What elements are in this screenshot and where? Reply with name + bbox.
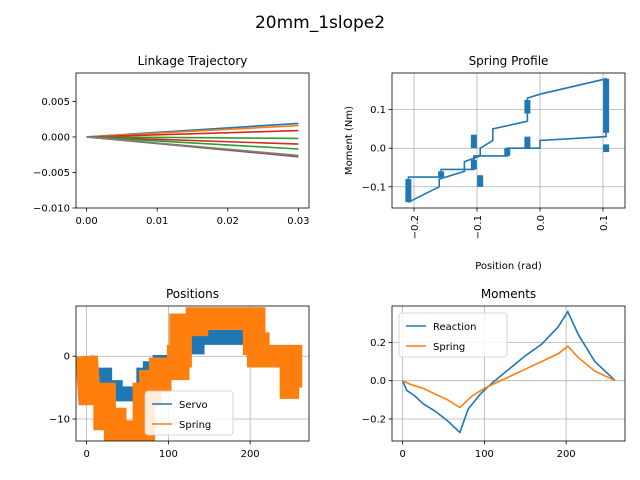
moments-ytick-label-1: 0.0: [370, 376, 386, 387]
positions-legend-label-1: Spring: [179, 420, 211, 431]
moments-ytick-label-0: −0.2: [362, 414, 386, 425]
positions-frame: [75, 305, 310, 442]
positions-xtick-label-1: 100: [159, 449, 178, 460]
linkage-xtick-label-0: 0.00: [75, 216, 97, 227]
positions-ytick-label-0: −10: [49, 415, 70, 426]
linkage-xtick-label-1: 0.01: [146, 216, 168, 227]
spring-xtick-label-1: −0.1: [473, 215, 484, 239]
positions-legend-label-0: Servo: [179, 400, 208, 411]
moments-xtick-label-0: 0: [399, 449, 405, 460]
linkage-ytick-label-2: 0.000: [41, 132, 70, 143]
positions-plot-area: [76, 307, 303, 441]
linkage-frame: [75, 72, 310, 209]
positions-legend: Servo Spring: [144, 390, 234, 436]
spring-ytick-label-0: −0.1: [362, 182, 386, 193]
spring-frame: [391, 72, 626, 209]
moments-legend: Reaction Spring: [398, 312, 508, 358]
spring-ylabel: Moment (Nm): [344, 106, 355, 175]
spring-series-0: [407, 77, 607, 203]
linkage-xtick-label-3: 0.03: [287, 216, 309, 227]
linkage-title: Linkage Trajectory: [138, 54, 248, 68]
positions-ytick-label-1: 0: [64, 352, 70, 363]
spring-title: Spring Profile: [469, 54, 549, 68]
spring-xtick-label-2: 0.0: [536, 215, 547, 231]
linkage-xtick-label-2: 0.02: [217, 216, 239, 227]
positions-xtick-label-0: 0: [83, 449, 89, 460]
positions-series-1: [85, 317, 300, 433]
linkage-ytick-label-1: −0.005: [33, 168, 70, 179]
positions-title: Positions: [166, 287, 219, 301]
spring-band-4: [470, 134, 477, 149]
spring-xlabel: Position (rad): [475, 261, 542, 272]
spring-plot-area: [405, 77, 610, 203]
linkage-chart: 0.00 0.01 0.02 0.03 −0.010 −0.005 0.000 0.005 Li…: [33, 54, 310, 227]
spring-xtick-label-0: −0.2: [410, 215, 421, 239]
moments-plot-area: [401, 310, 616, 434]
moments-series-1: [402, 345, 616, 409]
spring-band-8: [603, 144, 610, 153]
spring-band-3: [477, 175, 484, 187]
moments-frame: [391, 305, 626, 442]
moments-xtick-label-1: 100: [475, 449, 494, 460]
linkage-plot-area: [86, 122, 299, 158]
linkage-series-3: [86, 136, 299, 140]
moments-ytick-label-2: 0.2: [370, 338, 386, 349]
spring-xtick-label-3: 0.1: [599, 215, 610, 231]
moments-legend-label-1: Spring: [433, 342, 465, 353]
moments-chart: 0 100 200 −0.2 0.0 0.2 Moments Reaction Spring: [362, 287, 626, 460]
linkage-series-8: [86, 136, 299, 157]
spring-chart: −0.2 −0.1 0.0 0.1 −0.1 0.0 0.1 Spring Profile Po…: [344, 54, 626, 272]
linkage-series-2: [86, 129, 299, 138]
spring-ytick-label-2: 0.1: [370, 105, 386, 116]
linkage-series-5: [86, 136, 299, 150]
moments-title: Moments: [481, 287, 536, 301]
linkage-ytick-label-3: 0.005: [41, 97, 70, 108]
moments-series-0: [401, 310, 616, 434]
linkage-series-1: [86, 124, 299, 138]
spring-ytick-label-1: 0.0: [370, 144, 386, 155]
linkage-series-4: [86, 136, 299, 145]
moments-xtick-label-2: 200: [557, 449, 576, 460]
positions-xtick-label-2: 200: [241, 449, 260, 460]
spring-band-6: [524, 136, 531, 149]
linkage-ytick-label-0: −0.010: [33, 204, 70, 215]
figure-title: 20mm_1slope2: [255, 13, 385, 33]
moments-legend-label-0: Reaction: [433, 322, 476, 333]
positions-chart: 0 100 200 −10 0 Positions Servo Spring: [49, 287, 310, 460]
